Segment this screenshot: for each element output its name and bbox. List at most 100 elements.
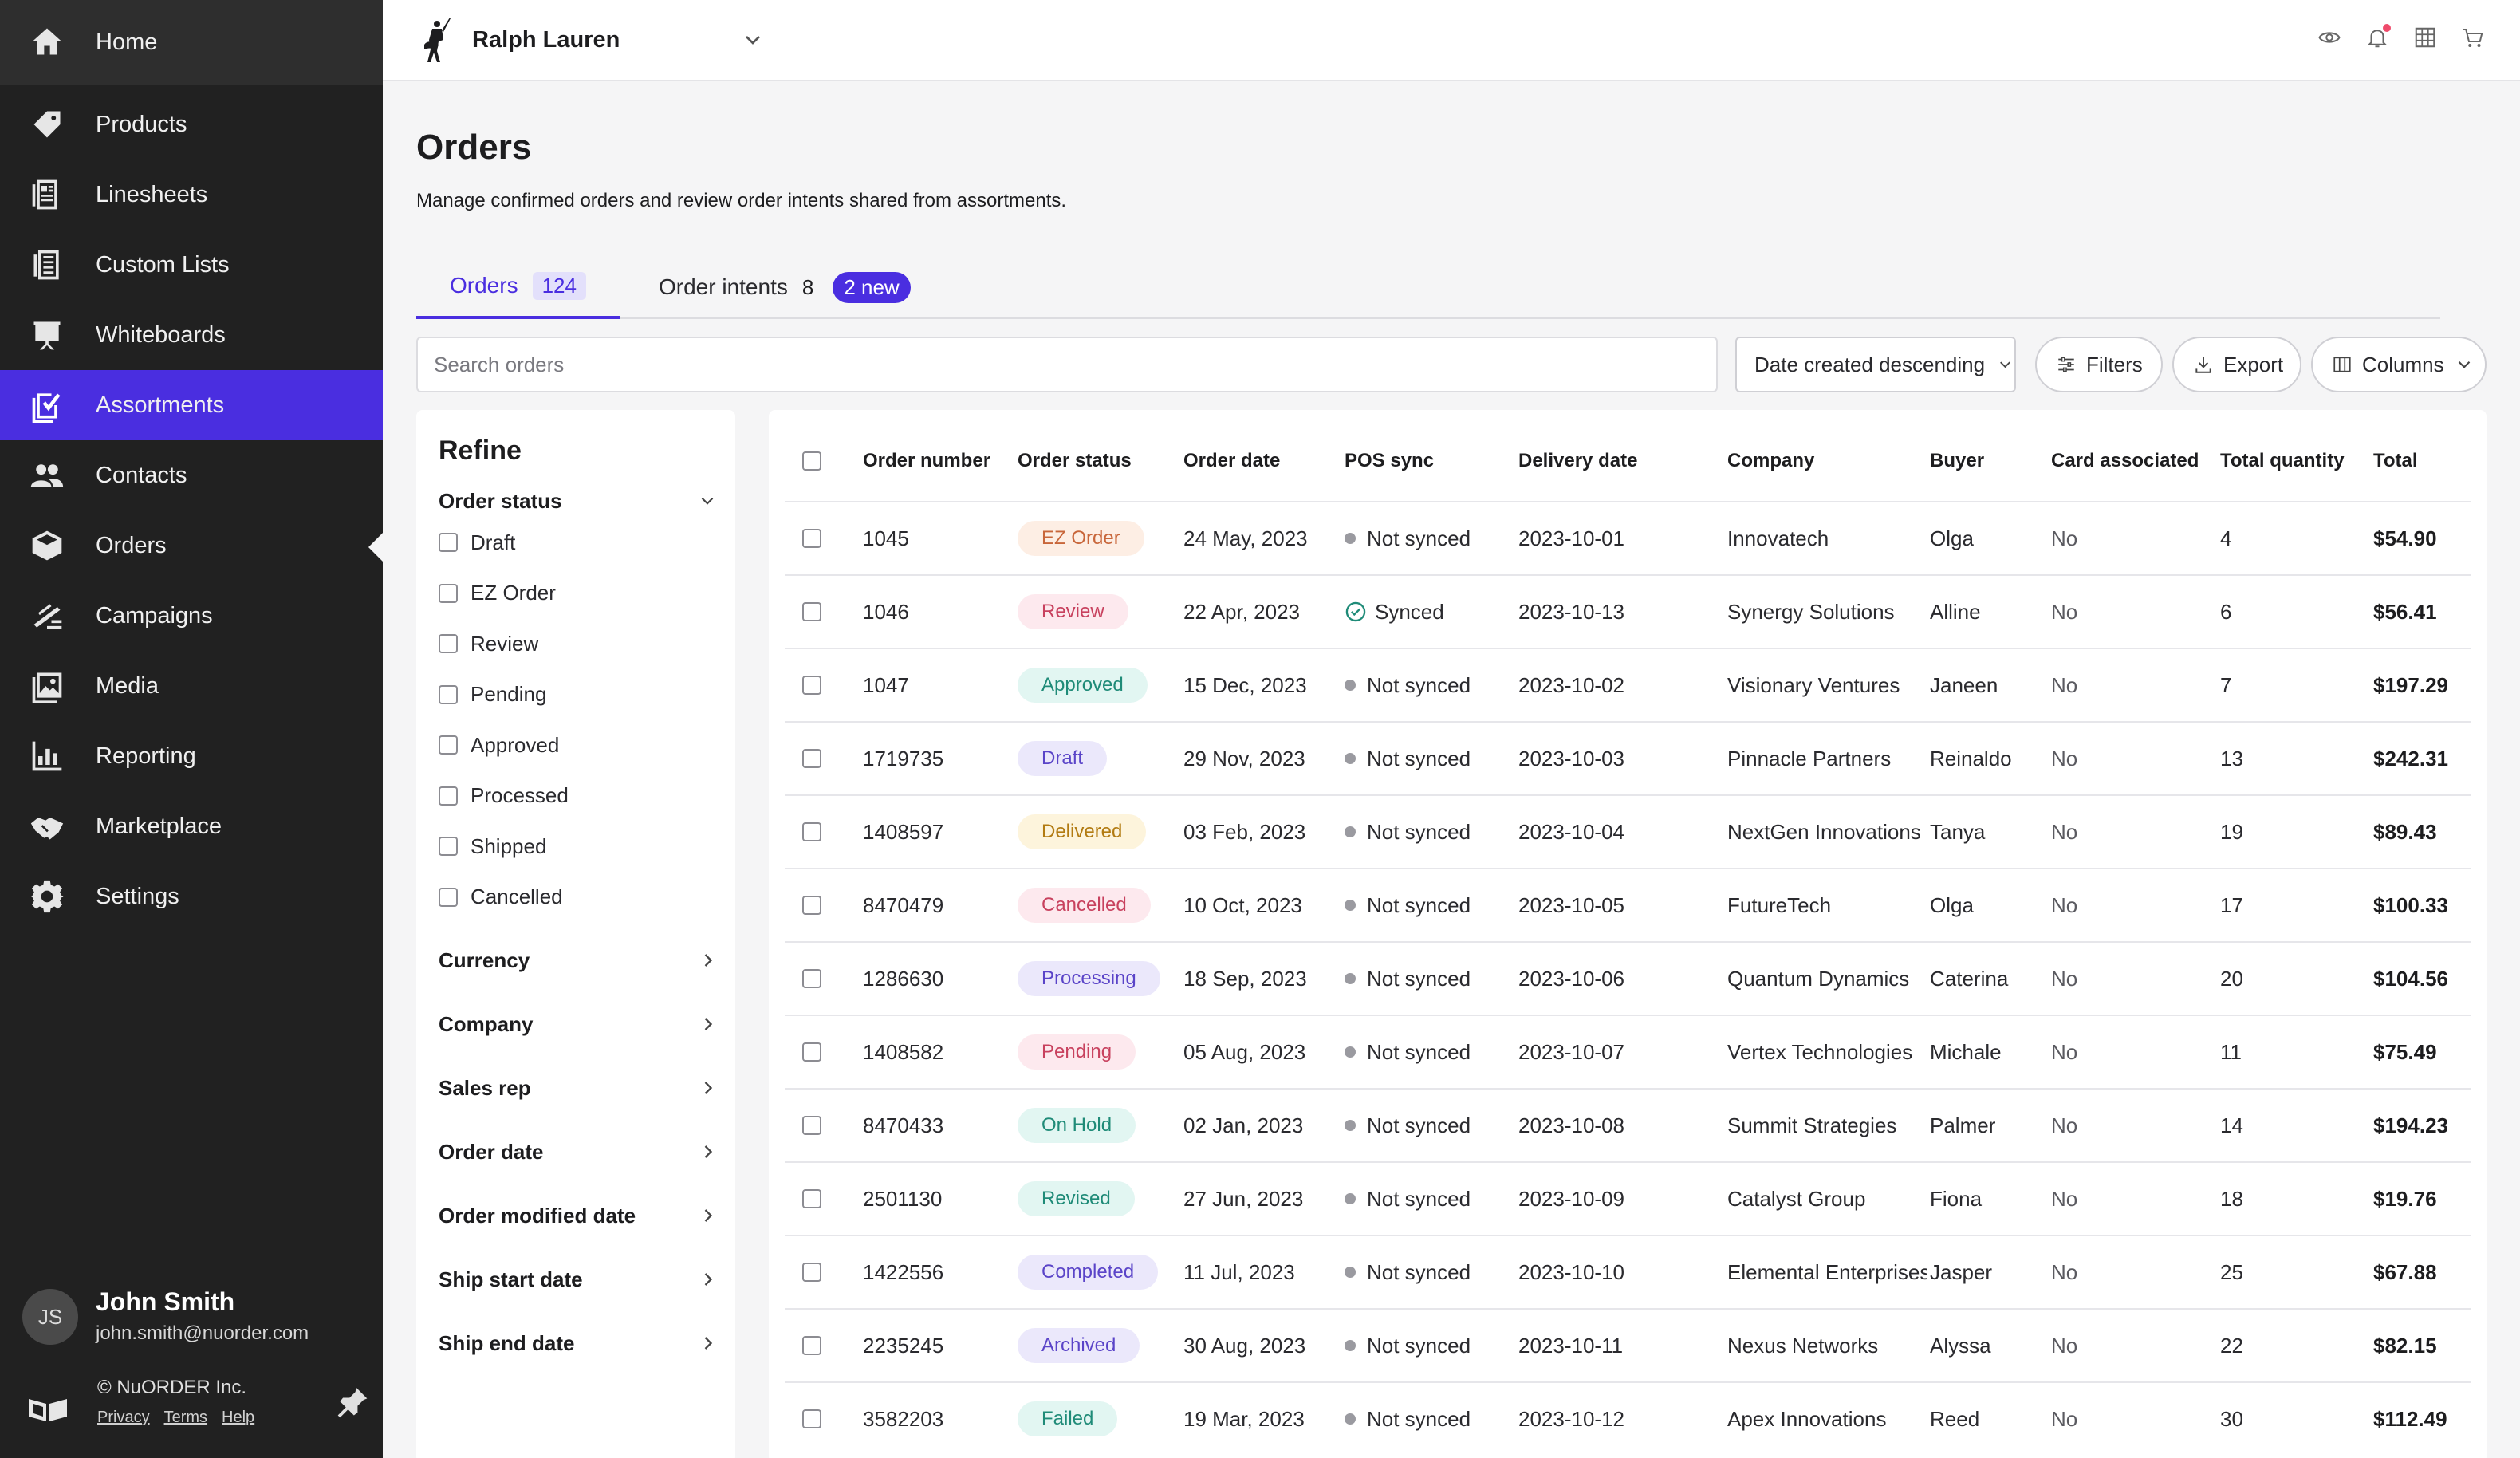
row-checkbox[interactable]	[802, 1263, 821, 1282]
cart-icon[interactable]	[2461, 26, 2485, 54]
order-number-cell[interactable]: 8470433	[863, 1113, 944, 1137]
refine-section-order-date[interactable]: Order date	[439, 1133, 719, 1171]
sidebar-item-whiteboards[interactable]: Whiteboards	[0, 300, 383, 370]
terms-link[interactable]: Terms	[163, 1409, 208, 1426]
checkbox[interactable]	[439, 786, 458, 806]
row-checkbox[interactable]	[802, 896, 821, 915]
table-row[interactable]: 2501130 Revised 27 Jun, 2023 Not synced 2023…	[785, 1161, 2471, 1235]
sidebar-item-media[interactable]: Media	[0, 651, 383, 721]
row-checkbox[interactable]	[802, 969, 821, 988]
column-header-total[interactable]: Total	[2373, 450, 2418, 471]
tab-order-intents[interactable]: Order intents 8 2 new	[659, 255, 911, 319]
table-row[interactable]: 1286630 Processing 18 Sep, 2023 Not synced 2…	[785, 941, 2471, 1015]
order-number-cell[interactable]: 1046	[863, 599, 909, 624]
sidebar-item-assortments[interactable]: Assortments	[0, 370, 383, 440]
search-input[interactable]	[416, 337, 1718, 392]
table-row[interactable]: 8470479 Cancelled 10 Oct, 2023 Not synced 20…	[785, 868, 2471, 941]
order-number-cell[interactable]: 1408582	[863, 1039, 944, 1064]
order-number-cell[interactable]: 2501130	[863, 1186, 943, 1211]
eye-icon[interactable]	[2317, 26, 2341, 54]
checkbox[interactable]	[439, 634, 458, 653]
column-header-delivery-date[interactable]: Delivery date	[1518, 450, 1638, 471]
refine-section-company[interactable]: Company	[439, 1005, 719, 1043]
table-row[interactable]: 1047 Approved 15 Dec, 2023 Not synced 2023-1…	[785, 648, 2471, 721]
column-header-pos-sync[interactable]: POS sync	[1345, 450, 1435, 471]
column-header-card-associated[interactable]: Card associated	[2051, 450, 2199, 471]
table-row[interactable]: 1045 EZ Order 24 May, 2023 Not synced 2023-1…	[785, 501, 2471, 574]
checkbox[interactable]	[439, 583, 458, 603]
columns-button[interactable]: Columns	[2311, 337, 2487, 392]
order-number-cell[interactable]: 1047	[863, 672, 909, 697]
brand-switcher-chevron-icon[interactable]	[740, 27, 766, 53]
table-row[interactable]: 3582203 Failed 19 Mar, 2023 Not synced 2023-…	[785, 1381, 2471, 1455]
row-checkbox[interactable]	[802, 1409, 821, 1428]
order-number-cell[interactable]: 1719735	[863, 746, 944, 770]
order-number-cell[interactable]: 1422556	[863, 1259, 944, 1284]
row-checkbox[interactable]	[802, 1189, 821, 1208]
sort-dropdown[interactable]: Date created descending	[1735, 337, 2016, 392]
sidebar-item-products[interactable]: Products	[0, 89, 383, 160]
sidebar-item-contacts[interactable]: Contacts	[0, 440, 383, 510]
export-button[interactable]: Export	[2172, 337, 2301, 392]
table-row[interactable]: 2235245 Archived 30 Aug, 2023 Not synced 202…	[785, 1308, 2471, 1381]
tab-orders[interactable]: Orders 124	[416, 255, 620, 319]
status-option-cancelled[interactable]: Cancelled	[439, 880, 563, 915]
checkbox[interactable]	[439, 887, 458, 907]
column-header-buyer[interactable]: Buyer	[1930, 450, 1985, 471]
sidebar-item-orders[interactable]: Orders	[0, 510, 383, 581]
row-checkbox[interactable]	[802, 822, 821, 841]
refine-section-sales-rep[interactable]: Sales rep	[439, 1069, 719, 1107]
status-option-approved[interactable]: Approved	[439, 727, 559, 762]
order-number-cell[interactable]: 1286630	[863, 966, 944, 991]
status-option-processed[interactable]: Processed	[439, 778, 569, 814]
table-row[interactable]: 1422556 Completed 11 Jul, 2023 Not synced 20…	[785, 1235, 2471, 1308]
filters-button[interactable]: Filters	[2035, 337, 2163, 392]
row-checkbox[interactable]	[802, 1042, 821, 1062]
sidebar-item-custom-lists[interactable]: Custom Lists	[0, 230, 383, 300]
checkbox[interactable]	[439, 684, 458, 704]
checkbox[interactable]	[439, 533, 458, 552]
sidebar-item-reporting[interactable]: Reporting	[0, 721, 383, 791]
refine-section-ship-start-date[interactable]: Ship start date	[439, 1260, 719, 1298]
column-header-total-quantity[interactable]: Total quantity	[2220, 450, 2345, 471]
row-checkbox[interactable]	[802, 1116, 821, 1135]
order-number-cell[interactable]: 2235245	[863, 1333, 944, 1358]
status-option-pending[interactable]: Pending	[439, 677, 546, 712]
status-option-shipped[interactable]: Shipped	[439, 829, 546, 864]
grid-icon[interactable]	[2413, 26, 2437, 54]
refine-section-ship-end-date[interactable]: Ship end date	[439, 1324, 719, 1362]
refine-section-currency[interactable]: Currency	[439, 941, 719, 979]
order-number-cell[interactable]: 8470479	[863, 893, 944, 917]
column-header-order-date[interactable]: Order date	[1183, 450, 1281, 471]
refine-section-order-modified-date[interactable]: Order modified date	[439, 1196, 719, 1235]
pin-icon[interactable]	[335, 1385, 370, 1420]
row-checkbox[interactable]	[802, 529, 821, 548]
table-row[interactable]: 1408582 Pending 05 Aug, 2023 Not synced 2023…	[785, 1015, 2471, 1088]
row-checkbox[interactable]	[802, 749, 821, 768]
column-header-order-number[interactable]: Order number	[863, 450, 991, 471]
sidebar-item-home[interactable]: Home	[0, 0, 383, 85]
bell-icon[interactable]	[2365, 24, 2391, 54]
sidebar-item-settings[interactable]: Settings	[0, 861, 383, 932]
row-checkbox[interactable]	[802, 602, 821, 621]
checkbox[interactable]	[439, 837, 458, 856]
select-all-checkbox[interactable]	[802, 451, 821, 471]
sidebar-item-linesheets[interactable]: Linesheets	[0, 160, 383, 230]
column-header-company[interactable]: Company	[1727, 450, 1815, 471]
table-row[interactable]: 1408597 Delivered 03 Feb, 2023 Not synced 20…	[785, 794, 2471, 868]
table-row[interactable]: 8470433 On Hold 02 Jan, 2023 Not synced 2023…	[785, 1088, 2471, 1161]
user-profile[interactable]: JS John Smith john.smith@nuorder.com	[22, 1286, 373, 1350]
order-number-cell[interactable]: 3582203	[863, 1406, 944, 1431]
order-status-filter-toggle[interactable]: Order status	[439, 485, 718, 517]
privacy-link[interactable]: Privacy	[97, 1409, 150, 1426]
sidebar-item-marketplace[interactable]: Marketplace	[0, 791, 383, 861]
table-row[interactable]: 1046 Review 22 Apr, 2023 Synced 2023-10-13 Sy…	[785, 574, 2471, 648]
order-number-cell[interactable]: 1045	[863, 526, 909, 550]
status-option-draft[interactable]: Draft	[439, 525, 515, 560]
checkbox[interactable]	[439, 735, 458, 755]
help-link[interactable]: Help	[222, 1409, 255, 1426]
column-header-order-status[interactable]: Order status	[1018, 450, 1132, 471]
table-row[interactable]: 1719735 Draft 29 Nov, 2023 Not synced 2023-1…	[785, 721, 2471, 794]
status-option-review[interactable]: Review	[439, 626, 538, 661]
status-option-ez-order[interactable]: EZ Order	[439, 576, 556, 611]
